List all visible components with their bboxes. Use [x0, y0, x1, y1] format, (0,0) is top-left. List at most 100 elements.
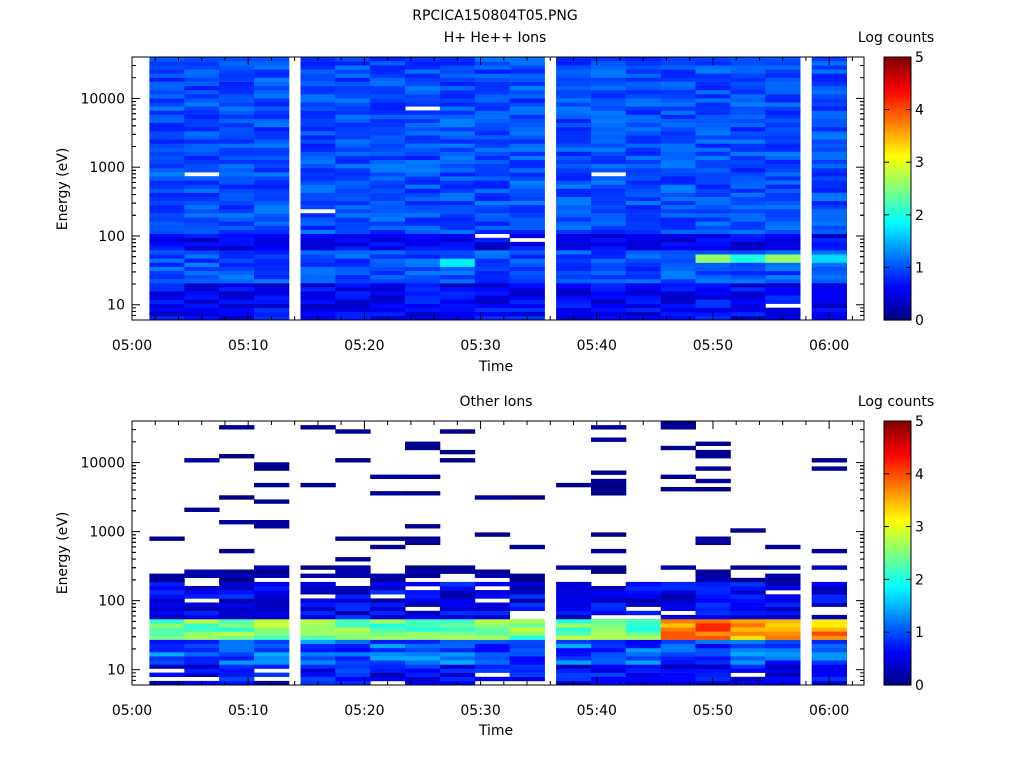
heatmap-cell: [405, 229, 441, 234]
colorbar-segment: [884, 72, 911, 77]
heatmap-cell: [405, 672, 441, 677]
colorbar-segment: [884, 201, 911, 205]
heatmap-cell: [625, 287, 662, 292]
heatmap-cell: [556, 270, 592, 276]
heatmap-cell: [219, 147, 255, 152]
heatmap-cell: [625, 65, 662, 70]
colorbar-segment: [884, 135, 911, 140]
heatmap-cell: [149, 602, 185, 607]
heatmap-cell: [405, 676, 441, 682]
heatmap-cell: [509, 217, 545, 222]
heatmap-cell: [660, 664, 696, 669]
heatmap-cell: [254, 299, 290, 304]
heatmap-cell: [254, 270, 290, 276]
heatmap-cell: [439, 110, 476, 115]
colorbar-segment: [884, 508, 911, 512]
heatmap-cell: [335, 262, 371, 267]
heatmap-cell: [556, 110, 592, 115]
heatmap-cell: [765, 168, 801, 173]
heatmap-cell: [405, 299, 441, 304]
heatmap-cell: [591, 151, 627, 156]
heatmap-cell: [625, 656, 662, 661]
heatmap-cell: [660, 237, 696, 243]
heatmap-cell: [695, 172, 731, 177]
heatmap-cell: [405, 598, 441, 603]
colorbar-tick-label: 1: [915, 625, 924, 641]
heatmap-cell: [695, 131, 731, 136]
colorbar-segment: [884, 130, 911, 134]
heatmap-cell: [695, 73, 731, 78]
heatmap-cell: [591, 163, 627, 169]
heatmap-cell: [439, 590, 476, 595]
heatmap-cell: [765, 98, 801, 103]
heatmap-cell: [300, 114, 336, 119]
heatmap-cell: [439, 126, 476, 132]
heatmap-cell: [300, 241, 336, 247]
heatmap-cell: [370, 311, 406, 317]
heatmap-cell: [254, 639, 290, 644]
heatmap-cell: [730, 303, 766, 308]
heatmap-cell: [300, 217, 336, 222]
heatmap-cell: [219, 89, 255, 95]
colorbar-segment: [884, 579, 911, 583]
heatmap-cell: [254, 241, 290, 247]
colorbar-segment: [884, 436, 911, 441]
heatmap-cell: [300, 307, 336, 313]
heatmap-cell: [254, 184, 290, 189]
heatmap-cell: [509, 573, 545, 578]
heatmap-cell: [556, 209, 592, 214]
heatmap-cell: [474, 660, 511, 665]
heatmap-cell: [219, 126, 255, 132]
heatmap-cell: [405, 102, 441, 107]
heatmap-cell: [556, 606, 592, 611]
heatmap-cell: [660, 421, 696, 426]
heatmap-cell: [509, 118, 545, 123]
heatmap-cell: [591, 262, 627, 267]
heatmap-cell: [556, 94, 592, 99]
heatmap-cell: [730, 192, 766, 197]
heatmap-cell: [730, 122, 766, 128]
heatmap-cell: [254, 254, 290, 259]
heatmap-cell: [765, 89, 801, 95]
colorbar-segment: [884, 99, 911, 103]
heatmap-cell: [184, 241, 220, 247]
heatmap-cell: [660, 598, 696, 603]
heatmap-cell: [335, 135, 371, 140]
heatmap-cell: [660, 180, 696, 185]
heatmap-cell: [439, 631, 476, 636]
plot-frame: [131, 420, 865, 686]
heatmap-cell: [439, 672, 476, 677]
heatmap-cell: [591, 229, 627, 234]
heatmap-cell: [660, 614, 696, 620]
heatmap-cell: [439, 303, 476, 308]
heatmap-cell: [300, 590, 336, 595]
heatmap-cell: [730, 250, 766, 255]
heatmap-cell: [219, 61, 255, 66]
heatmap-cell: [730, 204, 766, 210]
heatmap-cell: [184, 147, 220, 152]
heatmap-cell: [730, 652, 766, 657]
colorbar-segment: [884, 180, 911, 184]
heatmap-cell: [556, 614, 592, 620]
colorbar-segment: [884, 88, 911, 92]
heatmap-cell: [730, 254, 766, 259]
heatmap-cell: [370, 668, 406, 673]
heatmap-cell: [474, 155, 511, 160]
heatmap-cell: [219, 287, 255, 292]
heatmap-cell: [219, 520, 255, 525]
heatmap-cell: [439, 270, 476, 276]
heatmap-cell: [335, 536, 371, 541]
heatmap-cell: [660, 635, 696, 640]
heatmap-cell: [370, 89, 406, 95]
heatmap-cell: [660, 474, 696, 479]
heatmap-cell: [300, 184, 336, 189]
heatmap-cell: [149, 606, 185, 611]
heatmap-cell: [730, 594, 766, 599]
heatmap-cell: [335, 652, 371, 657]
heatmap-cell: [474, 196, 511, 202]
heatmap-cell: [625, 233, 662, 239]
heatmap-cell: [660, 445, 696, 451]
heatmap-cell: [556, 77, 592, 82]
heatmap-cell: [335, 168, 371, 173]
